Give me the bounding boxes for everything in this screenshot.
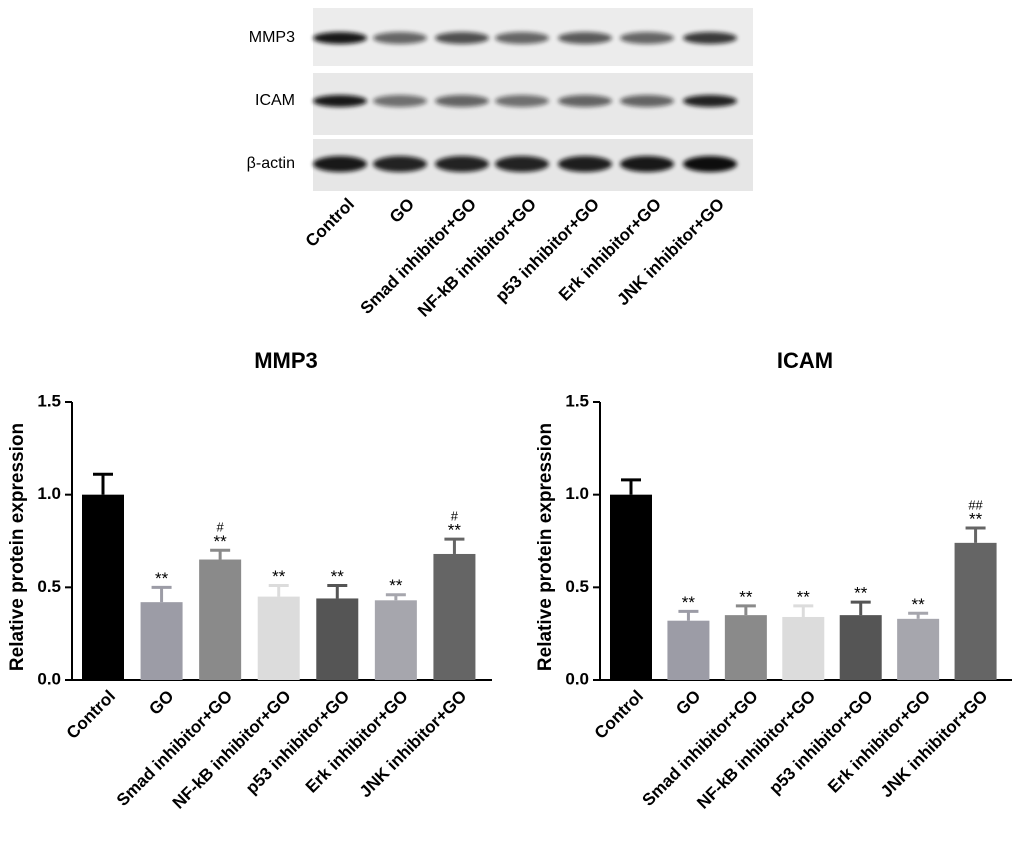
blot-lane-label: Control: [302, 195, 358, 251]
blot-row-label: MMP3: [249, 29, 295, 46]
bar: [724, 615, 767, 680]
significance-label: **: [389, 576, 403, 595]
y-tick-label: 0.5: [37, 577, 61, 596]
bar: [433, 553, 476, 680]
blot-band: [558, 32, 612, 44]
y-axis-label: Relative protein expression: [7, 423, 28, 671]
y-tick-label: 1.0: [565, 484, 589, 503]
bar: [667, 620, 710, 680]
bar: [199, 559, 242, 680]
y-tick-label: 1.5: [37, 391, 61, 410]
significance-label: ##: [968, 497, 983, 512]
x-tick-label: p53 inhibitor+GO: [765, 687, 876, 798]
x-tick-label: JNK inhibitor+GO: [877, 687, 992, 802]
x-tick-label: JNK inhibitor+GO: [356, 687, 471, 802]
x-tick-label: Erk inhibitor+GO: [302, 687, 412, 797]
blot-band: [435, 95, 489, 107]
significance-label: **: [331, 567, 345, 586]
blot-band: [373, 95, 427, 107]
significance-label: **: [739, 587, 753, 606]
y-axis-label: Relative protein expression: [535, 423, 556, 671]
y-tick-label: 0.5: [565, 577, 589, 596]
bar: [782, 616, 825, 680]
blot-band: [683, 32, 737, 44]
y-tick-label: 1.0: [37, 484, 61, 503]
bar: [82, 494, 124, 680]
significance-label: **: [155, 569, 169, 588]
x-tick-label: Control: [591, 687, 647, 743]
y-tick-label: 1.5: [565, 391, 589, 410]
significance-label: #: [217, 520, 225, 535]
significance-label: **: [448, 521, 462, 540]
bar: [257, 596, 300, 680]
bar: [374, 600, 417, 680]
bar: [316, 598, 359, 680]
blot-row-label: ICAM: [255, 92, 295, 109]
blot-band: [495, 156, 549, 172]
blot-band: [373, 32, 427, 44]
blot-band: [620, 95, 674, 107]
chart-title: MMP3: [254, 348, 318, 373]
significance-label: #: [451, 509, 459, 524]
blot-band: [558, 95, 612, 107]
y-tick-label: 0.0: [37, 669, 61, 688]
blot-band: [620, 156, 674, 172]
significance-label: **: [912, 595, 926, 614]
significance-label: **: [969, 510, 983, 529]
significance-label: **: [854, 584, 868, 603]
bar: [610, 494, 652, 680]
blot-lane-label: p53 inhibitor+GO: [492, 195, 603, 306]
chart-title: ICAM: [777, 348, 833, 373]
bar: [897, 618, 940, 680]
significance-label: **: [682, 593, 696, 612]
blot-band: [683, 156, 737, 172]
blot-lane-label: JNK inhibitor+GO: [613, 195, 728, 310]
blot-band: [620, 32, 674, 44]
y-tick-label: 0.0: [565, 669, 589, 688]
blot-band: [313, 156, 367, 172]
x-tick-label: p53 inhibitor+GO: [242, 687, 353, 798]
blot-lane-label: Smad inhibitor+GO: [357, 195, 480, 318]
x-tick-label: Control: [63, 687, 119, 743]
blot-band: [495, 32, 549, 44]
blot-band: [683, 95, 737, 107]
x-tick-label: Smad inhibitor+GO: [113, 687, 236, 810]
blot-band: [435, 32, 489, 44]
bar: [140, 602, 183, 680]
significance-label: **: [214, 532, 228, 551]
blot-lane-label: NF-kB inhibitor+GO: [414, 195, 540, 321]
x-tick-label: GO: [672, 687, 704, 719]
blot-lane-label: Erk inhibitor+GO: [555, 195, 665, 305]
significance-label: **: [272, 567, 286, 586]
bar: [954, 542, 997, 680]
blot-band: [313, 95, 367, 107]
blot-band: [373, 156, 427, 172]
blot-band: [558, 156, 612, 172]
x-tick-label: GO: [145, 687, 177, 719]
blot-lane-label: GO: [386, 195, 418, 227]
blot-band: [313, 32, 367, 44]
x-tick-label: Erk inhibitor+GO: [824, 687, 934, 797]
blot-band: [495, 95, 549, 107]
bar: [839, 615, 882, 680]
blot-row-label: β-actin: [247, 155, 295, 172]
blot-band: [435, 156, 489, 172]
significance-label: **: [797, 587, 811, 606]
